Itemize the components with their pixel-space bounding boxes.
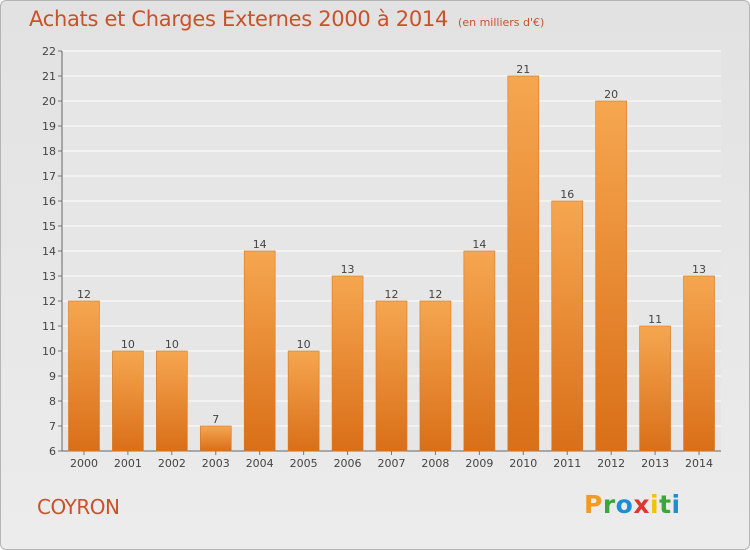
bar (419, 300, 452, 452)
title-text: Achats et Charges Externes 2000 à 2014 (29, 7, 449, 31)
bar (287, 350, 320, 452)
data-label: 13 (692, 263, 706, 276)
y-tick-label: 9 (49, 370, 56, 383)
bar (375, 300, 408, 452)
y-tick-label: 13 (42, 270, 56, 283)
x-tick-label: 2010 (509, 457, 537, 470)
bar (156, 350, 188, 452)
x-tick-label: 2006 (334, 457, 362, 470)
x-tick-label: 2007 (378, 457, 406, 470)
x-tick-label: 2001 (114, 457, 142, 470)
commune-name: COYRON (37, 495, 120, 519)
x-tick-label: 2003 (202, 457, 230, 470)
logo-letter: t (659, 490, 672, 519)
x-tick-label: 2000 (70, 457, 98, 470)
bar (243, 250, 276, 452)
y-tick-label: 7 (49, 420, 56, 433)
logo-letter: P (584, 490, 603, 519)
logo-letter: x (633, 490, 650, 519)
bar (68, 300, 100, 452)
x-tick-label: 2008 (421, 457, 449, 470)
data-label: 10 (121, 338, 135, 351)
y-tick-label: 19 (42, 120, 56, 133)
bar (595, 100, 627, 452)
unit-label: (en milliers d'€) (458, 16, 545, 29)
y-tick-label: 10 (42, 345, 56, 358)
y-tick-label: 14 (42, 245, 56, 258)
logo-letter: o (615, 490, 634, 519)
y-tick-label: 12 (42, 295, 56, 308)
y-tick-label: 15 (42, 220, 56, 233)
proxiti-logo: Proxiti (584, 490, 681, 519)
y-tick-label: 17 (42, 170, 56, 183)
bar (639, 325, 671, 452)
data-label: 10 (165, 338, 179, 351)
y-tick-label: 8 (49, 395, 56, 408)
x-tick-label: 2002 (158, 457, 186, 470)
bar (463, 250, 496, 452)
bar (507, 75, 540, 452)
data-label: 12 (77, 288, 91, 301)
data-label: 12 (428, 288, 442, 301)
data-label: 20 (604, 88, 618, 101)
data-label: 21 (516, 63, 530, 76)
bar (551, 200, 584, 452)
y-tick-label: 22 (42, 45, 56, 58)
data-label: 16 (560, 188, 574, 201)
y-tick-label: 6 (49, 445, 56, 458)
data-label: 11 (648, 313, 662, 326)
data-label: 14 (253, 238, 267, 251)
bar (683, 275, 715, 452)
y-tick-label: 20 (42, 95, 56, 108)
chart-title: Achats et Charges Externes 2000 à 2014 (e… (29, 7, 544, 31)
logo-letter: i (650, 490, 660, 519)
x-tick-label: 2012 (597, 457, 625, 470)
bar (199, 425, 232, 452)
data-label: 12 (385, 288, 399, 301)
x-tick-label: 2009 (465, 457, 493, 470)
logo-letter: r (602, 490, 616, 519)
y-tick-label: 11 (42, 320, 56, 333)
data-label: 10 (297, 338, 311, 351)
x-tick-label: 2014 (685, 457, 713, 470)
x-tick-label: 2011 (553, 457, 581, 470)
bar (112, 350, 144, 452)
y-tick-label: 18 (42, 145, 56, 158)
x-tick-label: 2013 (641, 457, 669, 470)
x-tick-label: 2004 (246, 457, 274, 470)
y-tick-label: 21 (42, 70, 56, 83)
y-tick-label: 16 (42, 195, 56, 208)
logo-letter: i (671, 490, 681, 519)
data-label: 7 (212, 413, 219, 426)
data-label: 14 (472, 238, 486, 251)
x-tick-label: 2005 (290, 457, 318, 470)
bar (331, 275, 364, 452)
data-label: 13 (341, 263, 355, 276)
